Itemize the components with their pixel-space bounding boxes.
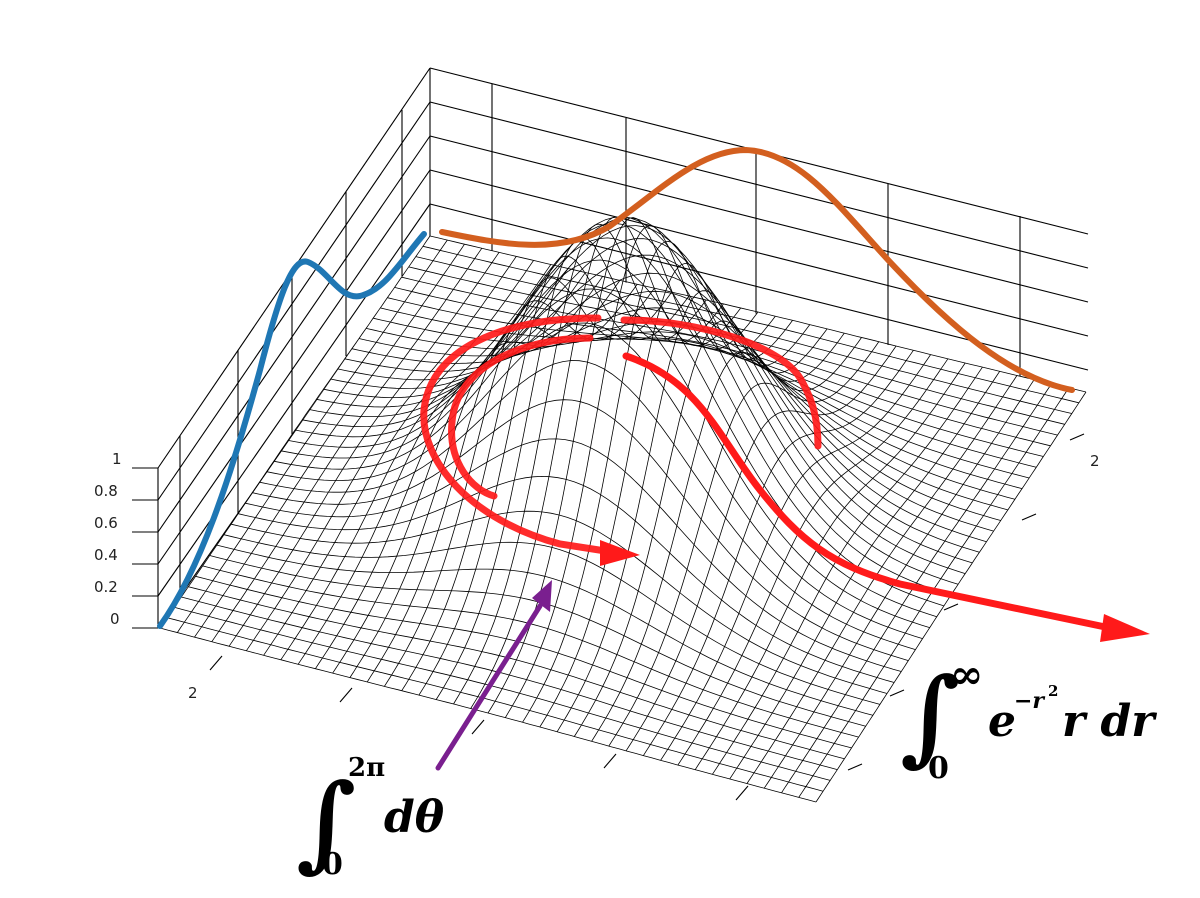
mesh-line — [429, 235, 1087, 393]
mesh-line — [366, 328, 1023, 489]
radial-arrow-path — [622, 352, 1114, 632]
z-tick-3: 0.6 — [94, 514, 118, 532]
theta-arc-inner — [448, 334, 594, 500]
radial-integral: ∫ ∞ 0 e −r 2 r dr — [900, 651, 1157, 786]
mesh-line — [660, 354, 931, 761]
z-tick-2: 0.4 — [94, 546, 118, 564]
left-wall-gaussian-curve — [157, 231, 427, 629]
mesh-line — [330, 254, 987, 543]
radial-arrowhead — [1100, 614, 1150, 642]
mesh-line — [415, 256, 1072, 414]
mesh-line — [401, 276, 1058, 436]
radial-integral-exponent-power: 2 — [1048, 682, 1058, 700]
radial-integral-sign: ∫ — [900, 654, 960, 777]
theta-integral: ∫ 2π 0 dθ — [296, 753, 445, 883]
radial-integral-exponent: −r — [1014, 688, 1045, 714]
radial-arrow — [622, 352, 1150, 642]
mesh-line — [556, 290, 828, 733]
y-tick-label: 2 — [1090, 452, 1100, 470]
mesh-line — [504, 225, 776, 718]
theta-integral-lower: 0 — [322, 847, 343, 882]
mesh-line — [344, 290, 1001, 521]
z-tick-marks — [132, 467, 158, 629]
mesh-line — [677, 358, 949, 766]
left-wall-grid — [157, 101, 431, 629]
mesh-line — [608, 341, 880, 747]
radial-integral-lower: 0 — [928, 751, 949, 786]
mesh-line — [323, 238, 980, 553]
purple-arrow — [435, 580, 552, 771]
x-tick-label: 2 — [188, 684, 198, 702]
mesh-line — [746, 375, 1018, 784]
back-wall-gaussian-curve — [439, 146, 1075, 393]
mesh-line — [643, 350, 914, 756]
theta-integral-body: dθ — [384, 792, 445, 843]
mesh-line — [309, 217, 966, 574]
mesh-line — [694, 362, 966, 770]
mesh-line — [763, 379, 1035, 789]
mesh-line — [394, 287, 1051, 447]
mesh-line — [781, 383, 1052, 794]
mesh-line — [422, 245, 1079, 404]
mesh-line — [387, 297, 1044, 457]
radial-integral-upper: ∞ — [950, 651, 983, 698]
mesh-line — [337, 272, 994, 532]
mesh-line — [591, 337, 862, 742]
z-tick-5: 1 — [112, 450, 122, 468]
z-tick-0: 0 — [110, 610, 120, 628]
theta-arrowhead — [600, 540, 640, 566]
theta-arc-outer — [420, 314, 616, 556]
mesh-line — [351, 307, 1008, 511]
purple-arrowhead — [532, 580, 552, 612]
theta-integral-upper: 2π — [348, 753, 385, 783]
radial-integral-tail: r dr — [1062, 696, 1157, 747]
mesh-line — [712, 366, 983, 775]
radial-integral-base: e — [988, 696, 1016, 747]
floor-tick-marks — [209, 433, 1085, 801]
z-tick-1: 0.2 — [94, 578, 118, 596]
theta-arrows — [420, 314, 822, 566]
mesh-line — [625, 345, 897, 752]
mesh-line — [380, 307, 1037, 468]
axes-box — [132, 67, 1089, 801]
back-wall-grid — [429, 84, 1089, 386]
gaussian-mesh-surface — [159, 216, 1087, 803]
z-tick-4: 0.8 — [94, 482, 118, 500]
mesh-line — [729, 371, 1001, 780]
theta-integral-sign: ∫ — [296, 760, 356, 883]
mesh-floor — [160, 236, 1086, 802]
mesh-line — [294, 222, 952, 596]
theta-arc-right — [620, 316, 822, 450]
z-tick-labels: 0 0.2 0.4 0.6 0.8 1 — [94, 450, 122, 628]
